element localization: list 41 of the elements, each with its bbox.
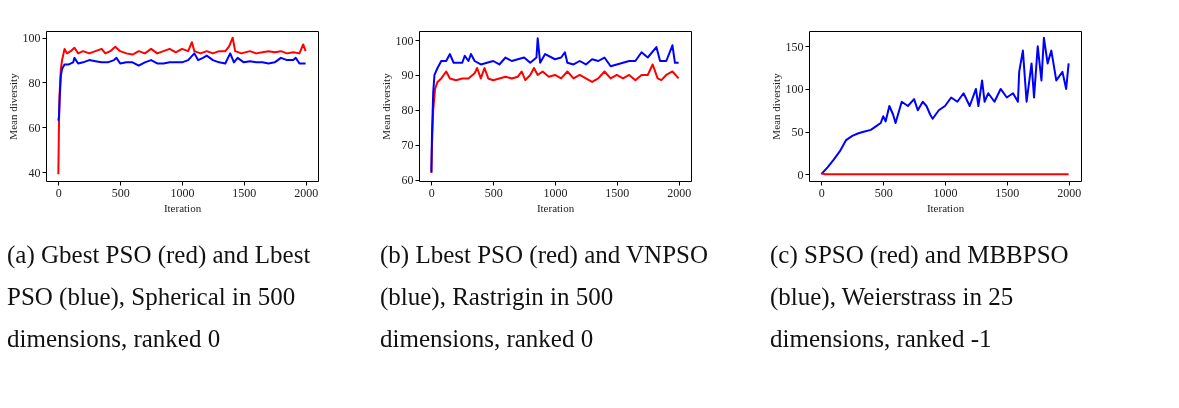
x-tick-label: 1000: [933, 185, 958, 200]
x-tick-label: 2000: [294, 185, 319, 200]
line-series: [57, 36, 307, 176]
y-tick-label: 60: [28, 120, 41, 135]
text: (c) SPSO (red) and MBBPSO (blue), Weierstrass in 25 dimensions, ranked -1: [770, 241, 1069, 352]
y-tick-label: 100: [22, 31, 41, 46]
y-tick-label: 50: [791, 125, 804, 140]
y-tick-label: 100: [395, 33, 414, 48]
y-tick-label: 70: [401, 138, 414, 153]
y-tick-label: 100: [785, 82, 804, 97]
x-tick-label: 500: [111, 185, 130, 200]
x-tick-label: 0: [428, 185, 435, 200]
y-tick-label: 90: [401, 68, 414, 83]
text: (a) Gbest PSO (red) and Lbest PSO (blue), Spherical in 500 dimensions, ranked 0: [7, 241, 311, 352]
x-tick-label: 1500: [995, 185, 1020, 200]
x-tick-label: 1000: [543, 185, 568, 200]
y-tick-label: 60: [401, 173, 414, 188]
x-tick-label: 0: [55, 185, 62, 200]
x-tick-label: 2000: [667, 185, 692, 200]
x-tick-label: 500: [874, 185, 893, 200]
x-tick-label: 1000: [170, 185, 195, 200]
y-axis-title: Mean diversity: [769, 72, 782, 140]
y-axis-title: Mean diversity: [6, 72, 19, 140]
y-tick-label: 80: [401, 103, 414, 118]
y-tick-label: 80: [28, 75, 41, 90]
text: (b) Lbest PSO (red) and VNPSO (blue), Rastrigin in 500 dimensions, ranked 0: [380, 241, 708, 352]
x-tick-label: 1500: [232, 185, 257, 200]
x-axis-title: Iteration: [536, 201, 575, 214]
x-tick-label: 2000: [1057, 185, 1082, 200]
line-series: [57, 52, 307, 122]
y-axis-title: Mean diversity: [379, 72, 392, 140]
x-tick-label: 500: [484, 185, 503, 200]
x-axis-title: Iteration: [926, 201, 965, 214]
line-series: [820, 36, 1070, 176]
x-axis-title: Iteration: [163, 201, 202, 214]
x-tick-label: 1500: [605, 185, 630, 200]
line-series: [430, 37, 680, 174]
y-tick-label: 150: [785, 39, 804, 54]
y-tick-label: 0: [797, 167, 804, 182]
x-tick-label: 0: [818, 185, 825, 200]
y-tick-label: 40: [28, 165, 41, 180]
